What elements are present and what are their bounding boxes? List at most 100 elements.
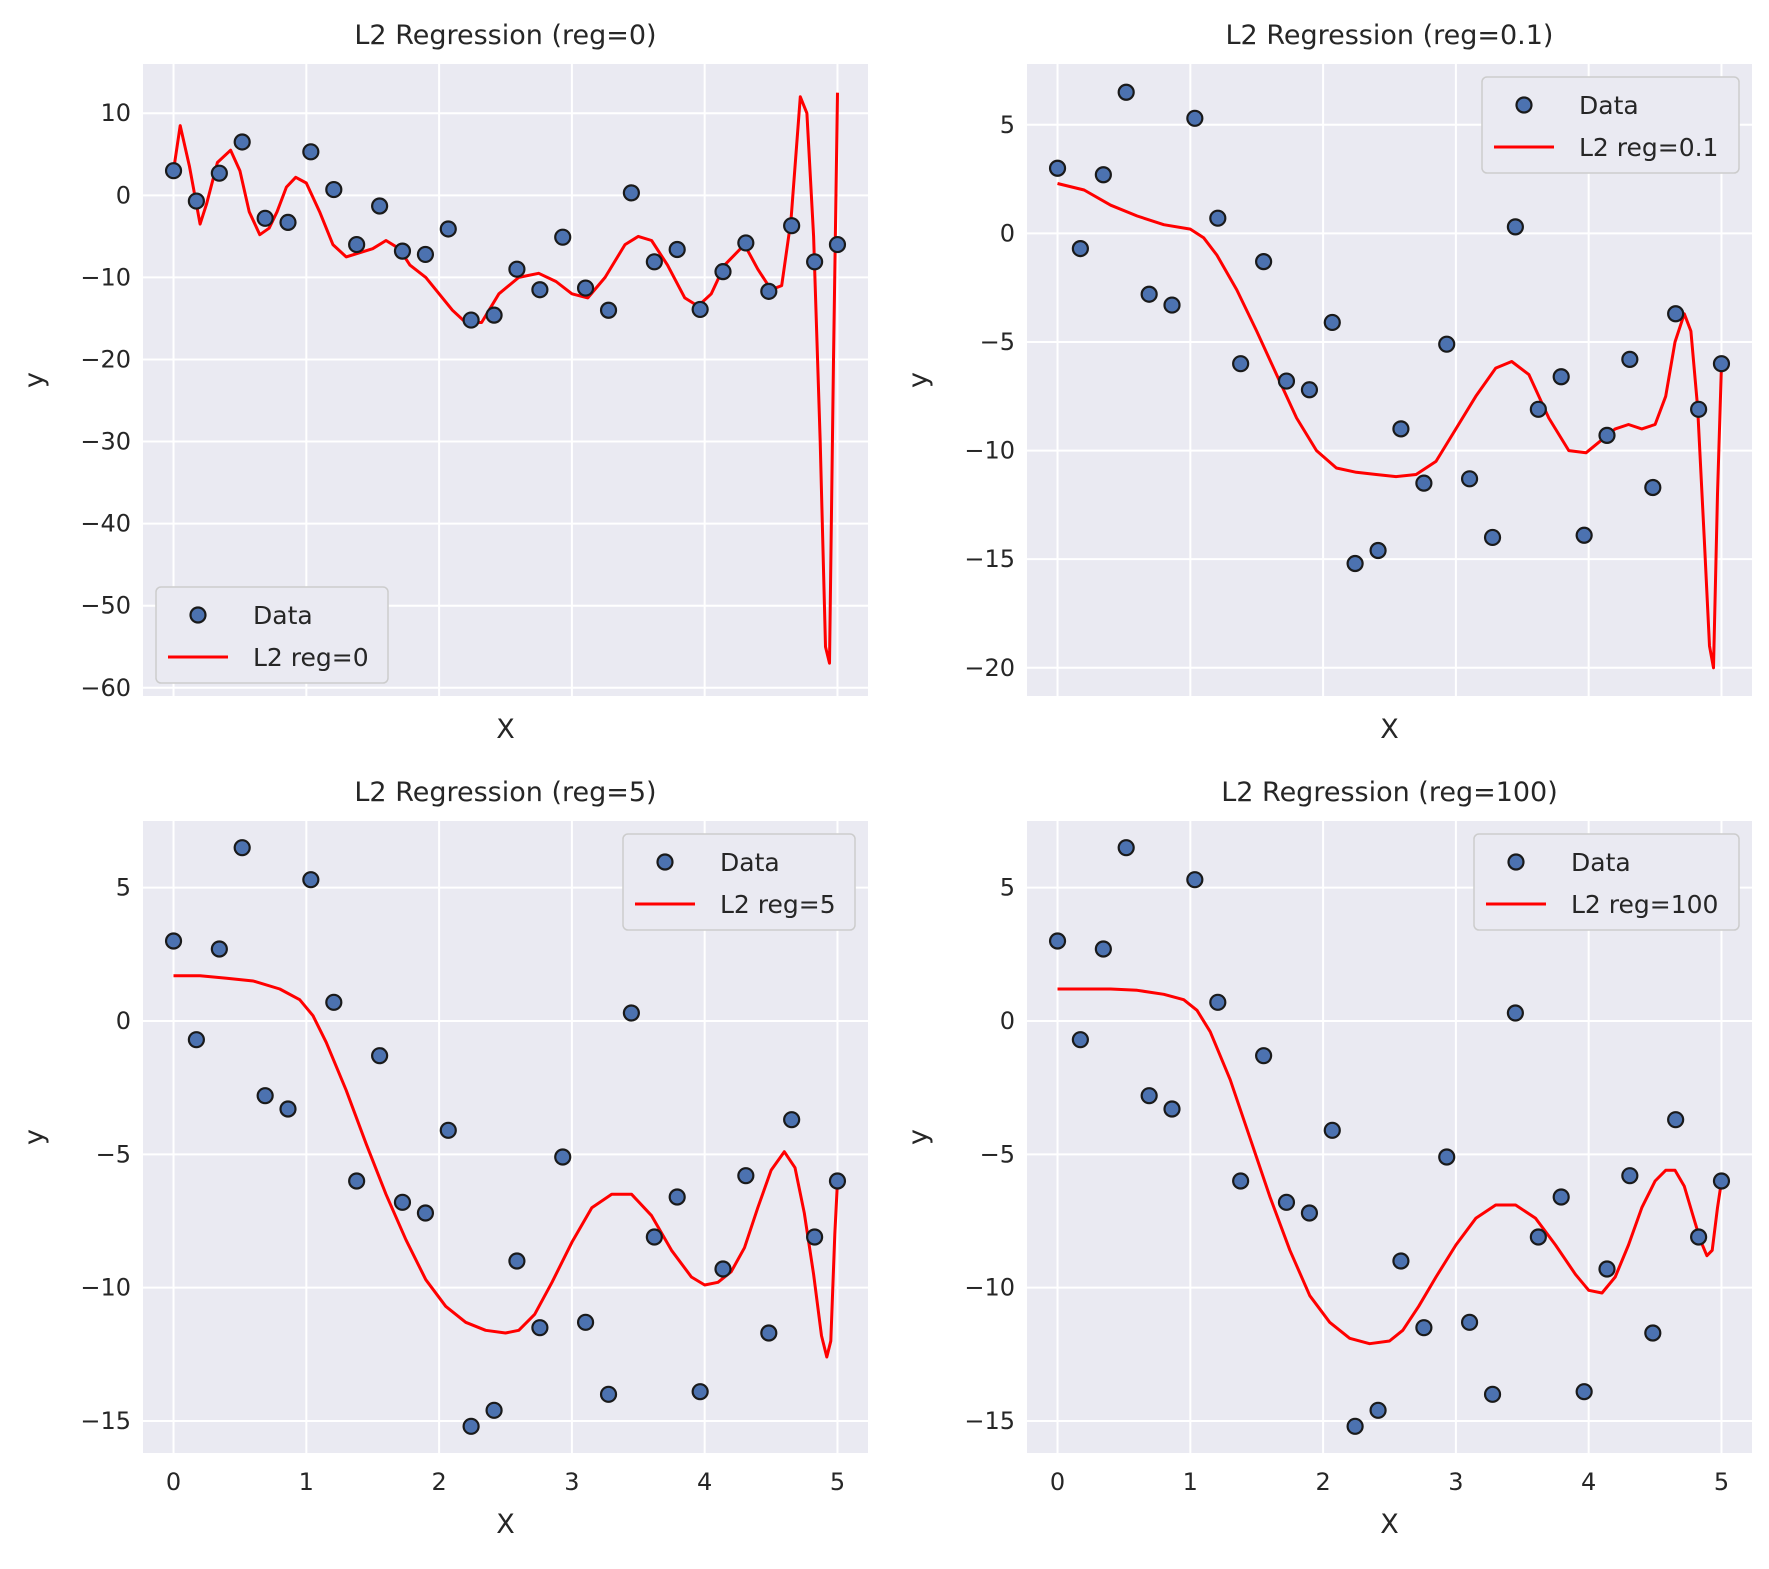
data-point: [576, 1313, 595, 1331]
data-point: [164, 932, 183, 950]
data-point: [1048, 159, 1067, 177]
data-point: [1621, 1167, 1639, 1185]
y-tick-label: −5: [980, 1140, 1015, 1168]
x-tick-label: 1: [1183, 1468, 1198, 1496]
legend-label-line: L2 reg=0: [253, 643, 369, 672]
data-point: [828, 235, 847, 254]
data-point: [828, 1172, 847, 1190]
subplot-reg-100: 5 0 −5 −10 −15 0 1 2 3 4 5 L2 Regression (reg=100) X…: [903, 777, 1752, 1540]
fit-line: [1057, 182, 1723, 670]
data-point: [1552, 1188, 1570, 1206]
legend-marker-data: [656, 853, 674, 871]
grid: [143, 821, 868, 1453]
data-point: [302, 143, 320, 161]
data-point: [1071, 1031, 1089, 1049]
data-point: [187, 1031, 205, 1049]
y-tick-label: 5: [1000, 874, 1015, 902]
data-point: [1094, 940, 1112, 958]
data-point: [1438, 335, 1456, 353]
y-tick-label: −20: [80, 345, 131, 373]
data-point: [1232, 1172, 1250, 1190]
data-point: [1117, 839, 1135, 857]
data-point: [1552, 368, 1570, 386]
data-point: [210, 164, 228, 182]
data-point: [1323, 1121, 1341, 1139]
data-point: [1255, 1047, 1273, 1065]
data-point: [1644, 478, 1662, 497]
y-tick-label: 5: [1000, 111, 1015, 139]
data-point: [210, 940, 228, 958]
y-tick-label: 5: [116, 874, 131, 902]
data-point: [256, 1087, 274, 1105]
data-point: [806, 1228, 824, 1246]
data-point: [279, 213, 297, 232]
data-point: [1483, 528, 1502, 547]
data-point: [1300, 381, 1319, 399]
data-point: [371, 1047, 389, 1065]
y-tick-label: −10: [964, 1274, 1015, 1302]
x-tick-label: 2: [431, 1468, 446, 1496]
y-tick-label: −10: [80, 263, 131, 291]
x-axis-label: X: [1380, 1509, 1399, 1540]
x-tick-label: 4: [1581, 1468, 1596, 1496]
data-point: [691, 300, 709, 319]
data-point: [1598, 426, 1616, 444]
data-point: [1460, 1313, 1479, 1331]
legend: Data L2 reg=0: [155, 586, 389, 684]
data-point: [1209, 993, 1227, 1011]
data-point: [599, 301, 618, 319]
y-tick-label: −15: [964, 1407, 1015, 1435]
y-tick-label: 0: [116, 181, 131, 209]
x-tick-label: 3: [1448, 1468, 1463, 1496]
x-tick-label: 5: [1714, 1468, 1729, 1496]
legend-marker-data: [1515, 96, 1533, 114]
x-axis-label: X: [496, 714, 515, 745]
legend-label-data: Data: [253, 601, 313, 630]
data-point: [1529, 1228, 1547, 1246]
x-tick-label: 2: [1315, 1468, 1330, 1496]
data-point: [1369, 1401, 1387, 1419]
panel-title: L2 Regression (reg=100): [1221, 777, 1558, 808]
data-point: [1598, 1260, 1616, 1278]
data-point: [714, 1260, 732, 1278]
data-point: [1277, 1193, 1296, 1211]
data-point: [1690, 400, 1708, 418]
data-point: [1048, 932, 1067, 950]
data-point: [668, 240, 686, 259]
data-point: [1094, 166, 1112, 184]
data-point: [1438, 1148, 1456, 1166]
y-axis-label: y: [903, 1129, 934, 1145]
data-point: [622, 184, 640, 202]
x-tick-label: 4: [697, 1468, 712, 1496]
grid: [143, 64, 868, 696]
data-point: [599, 1385, 618, 1403]
data-point: [187, 192, 205, 210]
data-point: [554, 1148, 572, 1166]
legend: Data L2 reg=5: [622, 833, 856, 931]
data-point: [691, 1383, 709, 1401]
data-point: [1323, 313, 1341, 332]
data-point: [1346, 554, 1364, 573]
data-point: [325, 993, 343, 1011]
legend-frame: [1481, 76, 1740, 174]
data-point: [371, 197, 389, 215]
legend: Data L2 reg=100: [1473, 833, 1740, 931]
data-point: [668, 1188, 686, 1206]
data-point: [1575, 526, 1593, 544]
fit-line: [1057, 987, 1723, 1346]
data-point: [645, 253, 663, 271]
data-point: [485, 306, 503, 324]
data-point: [1644, 1324, 1662, 1342]
data-point: [1369, 541, 1387, 560]
data-point: [164, 162, 183, 180]
y-tick-label: −60: [80, 674, 131, 702]
x-tick-label: 0: [166, 1468, 181, 1496]
data-point: [1392, 1252, 1410, 1270]
data-point: [416, 1204, 435, 1222]
data-point: [508, 260, 526, 278]
data-point: [645, 1228, 663, 1246]
data-point: [783, 217, 801, 235]
panel-title: L2 Regression (reg=0): [354, 20, 656, 51]
data-point: [1140, 285, 1158, 303]
data-point: [1140, 1087, 1158, 1105]
